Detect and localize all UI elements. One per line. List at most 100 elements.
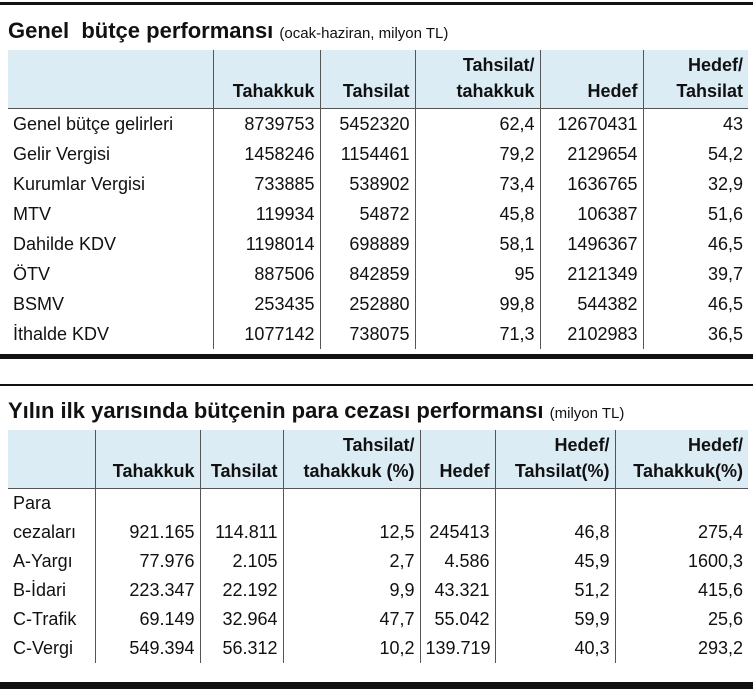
cell: 1496367 — [539, 229, 643, 259]
cell: Dahilde KDV — [13, 234, 117, 254]
cell: 32,9 — [642, 169, 748, 199]
row: İthalde KDV 1077142 738075 71,3 2102983 36,5 — [8, 319, 748, 349]
cell: 2,7 — [282, 547, 420, 576]
rule — [0, 354, 753, 359]
cell: Gelir Vergisi — [13, 144, 111, 164]
cell: BSMV — [13, 294, 65, 314]
header-cell: Tahsilat/tahakkuk (%) — [282, 430, 420, 489]
cell: 921.165 — [94, 488, 200, 547]
header-cell: Hedef/Tahsilat — [642, 50, 748, 109]
row: A-Yargı 77.976 2.105 2,7 4.586 45,9 1600,3 — [8, 547, 748, 576]
row: ÖTV 887506 842859 95 2121349 39,7 — [8, 259, 748, 289]
cell: 25,6 — [614, 605, 748, 634]
cell: 59,9 — [494, 605, 615, 634]
cell: 45,9 — [494, 547, 615, 576]
cell: 46,5 — [642, 289, 748, 319]
cell: 2121349 — [539, 259, 643, 289]
title: Yılın ilk yarısında bütçenin para cezası… — [8, 398, 624, 424]
row: C-Vergi 549.394 56.312 10,2 139.719 40,3 293,2 — [8, 634, 748, 663]
cell: 54872 — [319, 199, 415, 229]
cell-text: C-Trafik — [13, 609, 77, 629]
header-cell — [8, 50, 213, 109]
cell: 39,7 — [642, 259, 748, 289]
cell: 5452320 — [319, 108, 415, 139]
cell: 54,2 — [642, 139, 748, 169]
cell: 99,8 — [414, 289, 540, 319]
rule — [0, 2, 753, 5]
cell: İthalde KDV — [13, 324, 110, 344]
cell: A-Yargı — [8, 547, 95, 576]
header-cell: Tahsilat — [199, 430, 283, 489]
cell-text: A-Yargı — [13, 551, 73, 571]
cell: 12670431 — [539, 108, 643, 139]
cell-text: cezaları — [13, 522, 77, 542]
title-text: Yılın ilk yarısında bütçenin para cezası… — [8, 398, 544, 423]
cell: 46,5 — [642, 229, 748, 259]
cell: 69.149 — [94, 605, 200, 634]
cell: 842859 — [319, 259, 415, 289]
row: Dahilde KDV 1198014 698889 58,1 1496367 46,5 — [8, 229, 748, 259]
header-cell: Hedef — [539, 50, 643, 109]
cell: 253435 — [212, 289, 320, 319]
cell: 55.042 — [419, 605, 495, 634]
cell: 32.964 — [199, 605, 283, 634]
header-cell: Hedef — [419, 430, 495, 489]
cell: 73,4 — [414, 169, 540, 199]
cell: 538902 — [319, 169, 415, 199]
cell-text: Tahakkuk — [232, 81, 315, 101]
cell: C-Vergi — [8, 634, 95, 663]
row: BSMV 253435 252880 99,8 544382 46,5 — [8, 289, 748, 319]
cell: 1077142 — [212, 319, 320, 349]
cell: 8739753 — [212, 108, 320, 139]
cell: 106387 — [539, 199, 643, 229]
cell: 698889 — [319, 229, 415, 259]
header-cell: Tahakkuk — [212, 50, 320, 109]
cell: 46,8 — [494, 488, 615, 547]
table: Tahakkuk Tahsilat Tahsilat/tahakkuk (%) Hed… — [8, 430, 748, 663]
row: Para cezaları 921.165 114.811 12,5 245413 46,8… — [8, 488, 748, 548]
cell: ÖTV — [13, 264, 51, 284]
header-cell: Hedef/Tahsilat(%) — [494, 430, 615, 489]
cell-text: Para — [13, 493, 52, 513]
cell: 2.105 — [199, 547, 283, 576]
cell: 62,4 — [414, 108, 540, 139]
cell: 887506 — [212, 259, 320, 289]
cell: 275,4 — [614, 488, 748, 547]
cell: 47,7 — [282, 605, 420, 634]
cell: 2129654 — [539, 139, 643, 169]
cell: 40,3 — [494, 634, 615, 663]
title: Genel bütçe performansı (ocak-haziran, m… — [8, 18, 448, 44]
cell: 1636765 — [539, 169, 643, 199]
cell-text: Tahsilat/ — [462, 55, 535, 75]
cell-text: Tahsilat — [676, 81, 743, 101]
row: Kurumlar Vergisi 733885 538902 73,4 1636765 3… — [8, 169, 748, 199]
header-cell: Tahsilat — [319, 50, 415, 109]
cell-text: tahakkuk (%) — [303, 461, 415, 481]
cell: 51,2 — [494, 576, 615, 605]
cell: 2102983 — [539, 319, 643, 349]
cell: 415,6 — [614, 576, 748, 605]
rule — [0, 384, 753, 386]
row: Gelir Vergisi 1458246 1154461 79,2 2129654 54… — [8, 139, 748, 169]
header-cell: Tahakkuk — [94, 430, 200, 489]
cell: 58,1 — [414, 229, 540, 259]
cell: 9,9 — [282, 576, 420, 605]
cell: 56.312 — [199, 634, 283, 663]
cell: 139.719 — [419, 634, 495, 663]
cell-text: Tahsilat — [342, 81, 410, 101]
cell: 79,2 — [414, 139, 540, 169]
cell: 114.811 — [199, 488, 283, 547]
cell: MTV — [13, 204, 51, 224]
cell: 1198014 — [212, 229, 320, 259]
cell: 43 — [642, 108, 748, 139]
row: Genel bütçe gelirleri 8739753 5452320 62,4 1… — [8, 108, 748, 139]
cell-text: Hedef/ — [554, 435, 610, 455]
cell: 36,5 — [642, 319, 748, 349]
cell: 51,6 — [642, 199, 748, 229]
cell: Kurumlar Vergisi — [13, 174, 146, 194]
cell: 733885 — [212, 169, 320, 199]
title-text: Genel bütçe performansı — [8, 18, 274, 43]
cell: 45,8 — [414, 199, 540, 229]
cell: Para cezaları — [8, 489, 95, 548]
cell: 95 — [414, 259, 540, 289]
